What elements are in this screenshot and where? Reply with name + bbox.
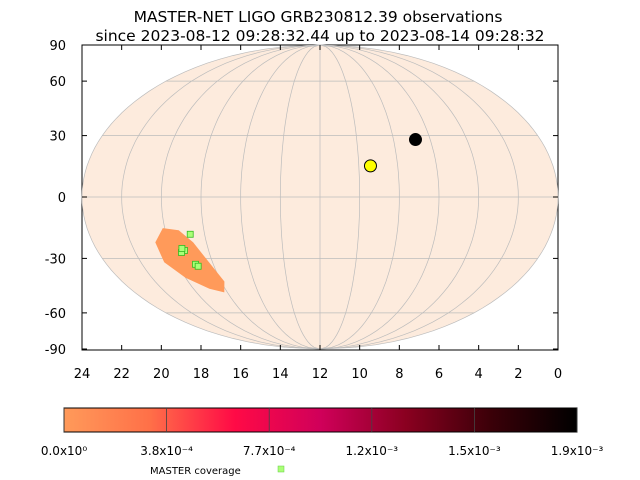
colorbar-tick-label: 1.2x10⁻³ bbox=[345, 444, 398, 458]
colorbar bbox=[63, 407, 578, 433]
y-tick-label: -90 bbox=[45, 343, 66, 358]
x-tick-label: 10 bbox=[351, 367, 368, 382]
coverage-point bbox=[194, 262, 202, 270]
sun-marker bbox=[363, 159, 377, 173]
chart-title: MASTER-NET LIGO GRB230812.39 observation… bbox=[134, 8, 503, 26]
x-tick-label: 16 bbox=[232, 367, 249, 382]
grid-lines bbox=[81, 44, 559, 350]
y-tick-label: -30 bbox=[45, 252, 66, 267]
x-tick-label: 18 bbox=[193, 367, 210, 382]
object-markers bbox=[363, 133, 422, 173]
colorbar-tick-label: 1.9x10⁻³ bbox=[551, 444, 604, 458]
y-axis-ticks: 90 60 30 0 -30 -60 -90 bbox=[45, 39, 558, 358]
x-tick-label: 4 bbox=[475, 367, 483, 382]
legend-label: MASTER coverage bbox=[150, 466, 241, 477]
x-tick-label: 0 bbox=[554, 367, 562, 382]
x-tick-label: 6 bbox=[435, 367, 443, 382]
y-tick-label: 90 bbox=[49, 39, 66, 54]
colorbar-tick-label: 1.5x10⁻³ bbox=[448, 444, 501, 458]
x-tick-label: 2 bbox=[514, 367, 522, 382]
probability-region bbox=[155, 228, 225, 293]
colorbar-tick-label: 3.8x10⁻⁴ bbox=[140, 444, 193, 458]
coverage-point bbox=[186, 230, 194, 238]
colorbar-tick-label: 7.7x10⁻⁴ bbox=[243, 444, 296, 458]
coverage-point bbox=[178, 245, 186, 252]
coverage-points bbox=[178, 230, 202, 270]
chart-subtitle: since 2023-08-12 09:28:32.44 up to 2023-… bbox=[95, 27, 544, 45]
moon-marker bbox=[408, 133, 422, 147]
x-axis-ticks: 24 22 20 18 16 14 12 10 8 6 4 2 0 bbox=[74, 45, 562, 382]
y-tick-label: 0 bbox=[58, 191, 66, 206]
x-tick-label: 12 bbox=[312, 367, 329, 382]
x-tick-label: 24 bbox=[74, 367, 91, 382]
y-tick-label: 60 bbox=[49, 75, 66, 90]
colorbar-ticks: 0.0x10⁰ 3.8x10⁻⁴ 7.7x10⁻⁴ 1.2x10⁻³ 1.5x10⁻³ 1… bbox=[41, 408, 604, 458]
x-tick-label: 8 bbox=[395, 367, 403, 382]
colorbar-tick-label: 0.0x10⁰ bbox=[41, 444, 87, 458]
x-tick-label: 20 bbox=[153, 367, 170, 382]
x-tick-label: 14 bbox=[272, 367, 289, 382]
y-tick-label: 30 bbox=[49, 130, 66, 145]
x-tick-label: 22 bbox=[113, 367, 130, 382]
legend-swatch bbox=[277, 465, 285, 473]
y-tick-label: -60 bbox=[45, 307, 66, 322]
